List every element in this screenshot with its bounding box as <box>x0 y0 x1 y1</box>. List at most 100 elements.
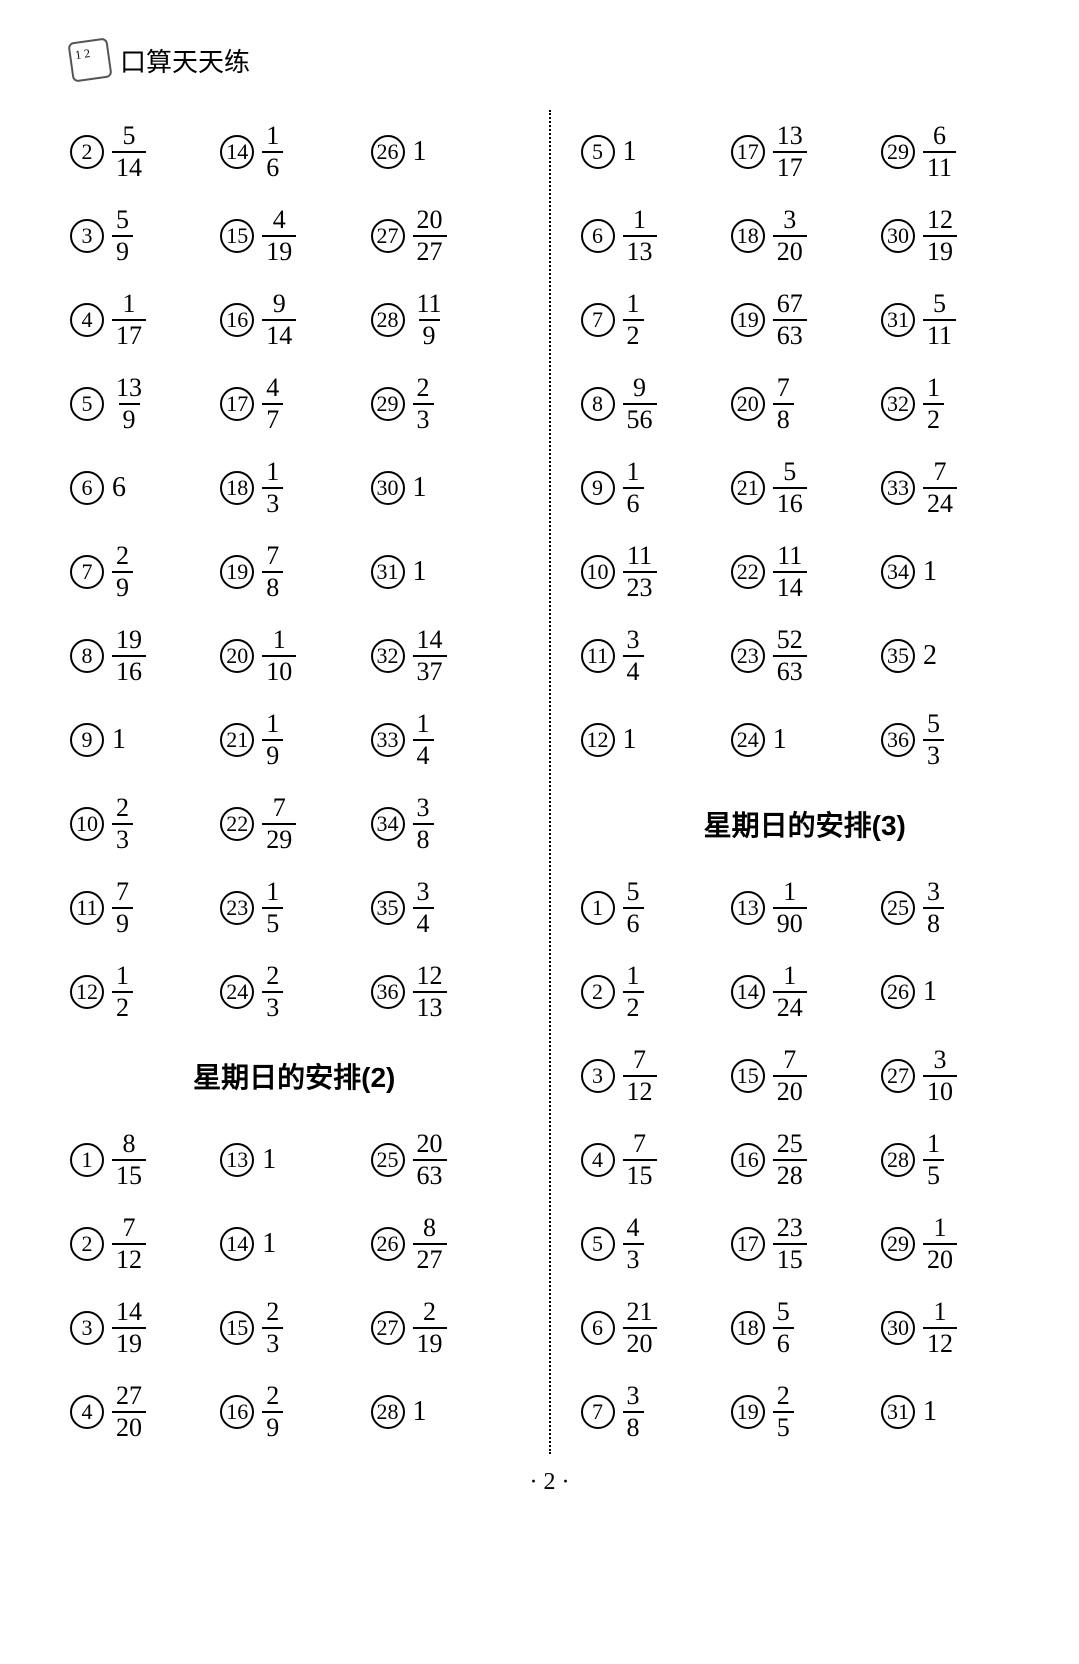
denominator: 2 <box>923 403 944 433</box>
answer-value: 2 <box>923 640 937 672</box>
answer-item: 3314 <box>371 711 519 769</box>
answer-item: 2514 <box>70 123 218 181</box>
denominator: 15 <box>112 1159 146 1189</box>
answer-fraction: 53 <box>923 711 944 769</box>
problem-number: 25 <box>371 1143 405 1177</box>
numerator: 2 <box>262 1299 283 1327</box>
answer-item: 101123 <box>581 543 729 601</box>
answer-item: 712 <box>581 291 729 349</box>
answer-item: 2078 <box>731 375 879 433</box>
denominator: 15 <box>773 1243 807 1273</box>
numerator: 19 <box>112 627 146 655</box>
denominator: 63 <box>773 319 807 349</box>
numerator: 1 <box>269 627 290 655</box>
problem-number: 26 <box>371 135 405 169</box>
answer-row: 1815131252063 <box>70 1118 519 1202</box>
answer-row: 117923153534 <box>70 866 519 950</box>
denominator: 17 <box>773 151 807 181</box>
answer-value: 1 <box>413 556 427 588</box>
section-title: 星期日的安排(2) <box>70 1034 519 1118</box>
numerator: 2 <box>112 543 133 571</box>
answer-value: 1 <box>773 724 787 756</box>
denominator: 12 <box>623 1075 657 1105</box>
denominator: 12 <box>112 1243 146 1273</box>
answer-fraction: 119 <box>413 291 446 349</box>
numerator: 1 <box>779 879 800 907</box>
numerator: 13 <box>112 375 146 403</box>
problem-number: 36 <box>881 723 915 757</box>
numerator: 1 <box>623 459 644 487</box>
answer-fraction: 12 <box>623 963 644 1021</box>
problem-number: 17 <box>731 1227 765 1261</box>
problem-number: 16 <box>220 1395 254 1429</box>
answer-item: 1747 <box>220 375 368 433</box>
problem-number: 17 <box>220 387 254 421</box>
problem-number: 1 <box>70 1143 104 1177</box>
answer-fraction: 78 <box>773 375 794 433</box>
denominator: 14 <box>112 151 146 181</box>
denominator: 8 <box>623 1411 644 1441</box>
problem-number: 34 <box>881 555 915 589</box>
numerator: 1 <box>629 207 650 235</box>
numerator: 1 <box>623 291 644 319</box>
problem-number: 21 <box>731 471 765 505</box>
answer-fraction: 117 <box>112 291 146 349</box>
answer-item: 81916 <box>70 627 218 685</box>
answer-fraction: 79 <box>112 879 133 937</box>
answer-item: 235263 <box>731 627 879 685</box>
answer-item: 3534 <box>371 879 519 937</box>
answer-fraction: 124 <box>773 963 807 1021</box>
answer-item: 3712 <box>581 1047 729 1105</box>
numerator: 5 <box>779 459 800 487</box>
denominator: 11 <box>923 319 956 349</box>
numerator: 7 <box>112 879 133 907</box>
problem-number: 20 <box>220 639 254 673</box>
answer-item: 27219 <box>371 1299 519 1357</box>
problem-number: 28 <box>371 1395 405 1429</box>
answer-value: 1 <box>623 724 637 756</box>
answer-fraction: 5263 <box>773 627 807 685</box>
denominator: 15 <box>623 1159 657 1189</box>
answer-row: 5117131729611 <box>581 110 1030 194</box>
problem-number: 32 <box>881 387 915 421</box>
answer-item: 1523 <box>220 1299 368 1357</box>
answer-fraction: 219 <box>413 1299 447 1357</box>
numerator: 11 <box>623 543 656 571</box>
denominator: 10 <box>923 1075 957 1105</box>
problem-number: 21 <box>220 723 254 757</box>
answer-fraction: 23 <box>262 1299 283 1357</box>
answer-value: 6 <box>112 472 126 504</box>
answer-fraction: 611 <box>923 123 956 181</box>
answer-item: 28119 <box>371 291 519 349</box>
answer-row: 1023227293438 <box>70 782 519 866</box>
answer-item: 156 <box>581 879 729 937</box>
numerator: 1 <box>262 879 283 907</box>
numerator: 3 <box>779 207 800 235</box>
problem-number: 19 <box>731 1395 765 1429</box>
answer-value: 1 <box>262 1228 276 1260</box>
answer-row: 9162151633724 <box>581 446 1030 530</box>
problem-number: 23 <box>731 639 765 673</box>
denominator: 19 <box>262 235 296 265</box>
numerator: 2 <box>419 1299 440 1327</box>
answer-item: 20110 <box>220 627 368 685</box>
answer-item: 8956 <box>581 375 729 433</box>
problem-number: 14 <box>220 1227 254 1261</box>
answer-value: 1 <box>623 136 637 168</box>
denominator: 9 <box>262 739 283 769</box>
problem-number: 28 <box>881 1143 915 1177</box>
answer-item: 361213 <box>371 963 519 1021</box>
numerator: 7 <box>269 795 290 823</box>
answer-row: 7291978311 <box>70 530 519 614</box>
numerator: 1 <box>923 375 944 403</box>
problem-number: 18 <box>731 219 765 253</box>
problem-number: 7 <box>581 1395 615 1429</box>
problem-number: 3 <box>70 219 104 253</box>
denominator: 56 <box>623 403 657 433</box>
answer-item: 121 <box>581 723 729 757</box>
problem-number: 2 <box>70 1227 104 1261</box>
answer-item: 341 <box>881 555 1029 589</box>
answer-item: 261 <box>881 975 1029 1009</box>
denominator: 6 <box>773 1327 794 1357</box>
answer-value: 1 <box>413 136 427 168</box>
